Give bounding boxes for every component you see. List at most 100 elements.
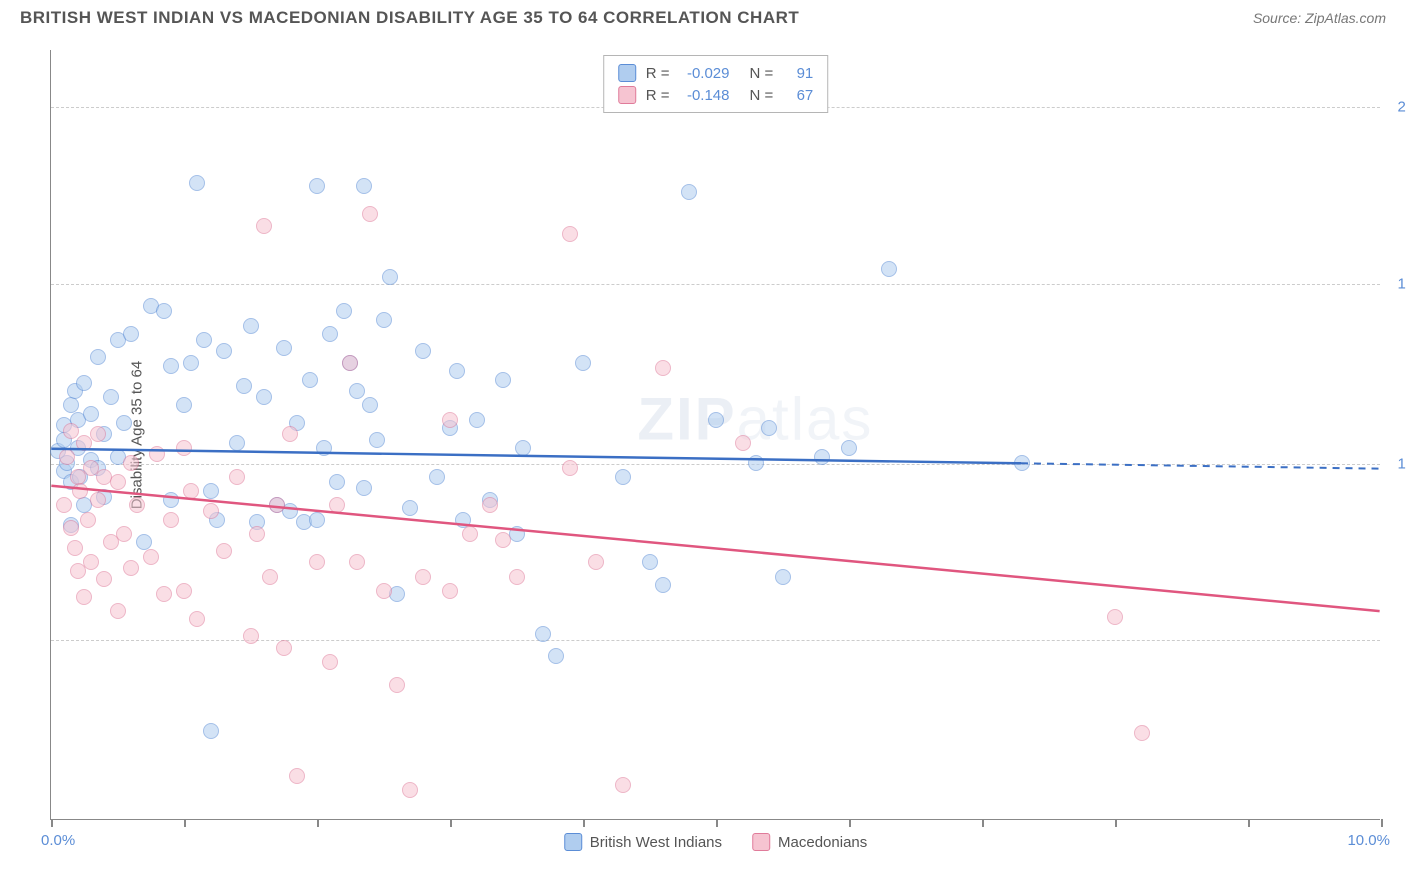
scatter-point (59, 449, 75, 465)
stats-row: R =-0.029N =91 (618, 62, 814, 84)
scatter-point (309, 178, 325, 194)
scatter-point (63, 423, 79, 439)
scatter-point (196, 332, 212, 348)
scatter-point (236, 378, 252, 394)
trend-line-solid (51, 449, 1021, 464)
scatter-point (402, 500, 418, 516)
scatter-point (249, 526, 265, 542)
scatter-point (123, 326, 139, 342)
scatter-point (415, 569, 431, 585)
scatter-point (163, 358, 179, 374)
scatter-point (376, 312, 392, 328)
scatter-point (615, 777, 631, 793)
scatter-point (203, 503, 219, 519)
scatter-point (116, 526, 132, 542)
legend-swatch (752, 833, 770, 851)
scatter-point (841, 440, 857, 456)
stats-r-value: -0.148 (680, 87, 730, 104)
x-tick (184, 819, 186, 827)
scatter-point (229, 469, 245, 485)
scatter-point (615, 469, 631, 485)
scatter-point (735, 435, 751, 451)
scatter-point (362, 397, 378, 413)
x-tick (1115, 819, 1117, 827)
legend-item: Macedonians (752, 833, 867, 851)
scatter-point (322, 326, 338, 342)
y-tick-label: 18.8% (1397, 275, 1406, 292)
y-tick-label: 25.0% (1397, 99, 1406, 116)
scatter-point (309, 554, 325, 570)
scatter-point (415, 343, 431, 359)
scatter-point (356, 480, 372, 496)
scatter-point (76, 375, 92, 391)
scatter-point (163, 492, 179, 508)
scatter-point (189, 611, 205, 627)
scatter-point (482, 497, 498, 513)
stats-swatch (618, 64, 636, 82)
scatter-point (176, 440, 192, 456)
scatter-point (176, 397, 192, 413)
x-tick (716, 819, 718, 827)
scatter-point (67, 540, 83, 556)
scatter-point (575, 355, 591, 371)
stats-n-value: 91 (783, 65, 813, 82)
scatter-point (376, 583, 392, 599)
scatter-point (814, 449, 830, 465)
scatter-point (429, 469, 445, 485)
scatter-point (655, 360, 671, 376)
scatter-point (216, 343, 232, 359)
scatter-point (282, 426, 298, 442)
scatter-point (562, 460, 578, 476)
scatter-point (129, 497, 145, 513)
scatter-point (1014, 455, 1030, 471)
scatter-point (276, 640, 292, 656)
scatter-point (56, 497, 72, 513)
stats-r-label: R = (646, 87, 670, 104)
scatter-point (562, 226, 578, 242)
x-tick (1248, 819, 1250, 827)
scatter-point (748, 455, 764, 471)
scatter-point (116, 415, 132, 431)
scatter-point (269, 497, 285, 513)
scatter-point (103, 389, 119, 405)
source-attribution: Source: ZipAtlas.com (1253, 10, 1386, 26)
scatter-point (90, 349, 106, 365)
scatter-point (96, 571, 112, 587)
scatter-point (329, 474, 345, 490)
scatter-point (655, 577, 671, 593)
scatter-point (322, 654, 338, 670)
scatter-point (402, 782, 418, 798)
stats-n-label: N = (750, 87, 774, 104)
scatter-point (123, 455, 139, 471)
scatter-point (110, 603, 126, 619)
scatter-point (881, 261, 897, 277)
trend-line-solid (51, 486, 1379, 611)
scatter-point (509, 569, 525, 585)
scatter-point (369, 432, 385, 448)
scatter-point (203, 723, 219, 739)
scatter-point (83, 406, 99, 422)
y-axis-label: Disability Age 35 to 64 (129, 360, 146, 508)
scatter-point (189, 175, 205, 191)
x-tick (982, 819, 984, 827)
scatter-point (276, 340, 292, 356)
legend-label: Macedonians (778, 834, 867, 851)
scatter-point (149, 446, 165, 462)
scatter-point (262, 569, 278, 585)
scatter-point (156, 586, 172, 602)
scatter-point (80, 512, 96, 528)
scatter-point (90, 492, 106, 508)
scatter-point (681, 184, 697, 200)
scatter-point (316, 440, 332, 456)
scatter-point (389, 677, 405, 693)
scatter-point (336, 303, 352, 319)
scatter-point (362, 206, 378, 222)
scatter-point (302, 372, 318, 388)
y-tick-label: 12.5% (1397, 455, 1406, 472)
bottom-legend: British West IndiansMacedonians (564, 833, 868, 851)
trend-lines-layer (51, 50, 1380, 819)
scatter-point (329, 497, 345, 513)
scatter-point (775, 569, 791, 585)
grid-line (51, 284, 1380, 285)
stats-r-value: -0.029 (680, 65, 730, 82)
